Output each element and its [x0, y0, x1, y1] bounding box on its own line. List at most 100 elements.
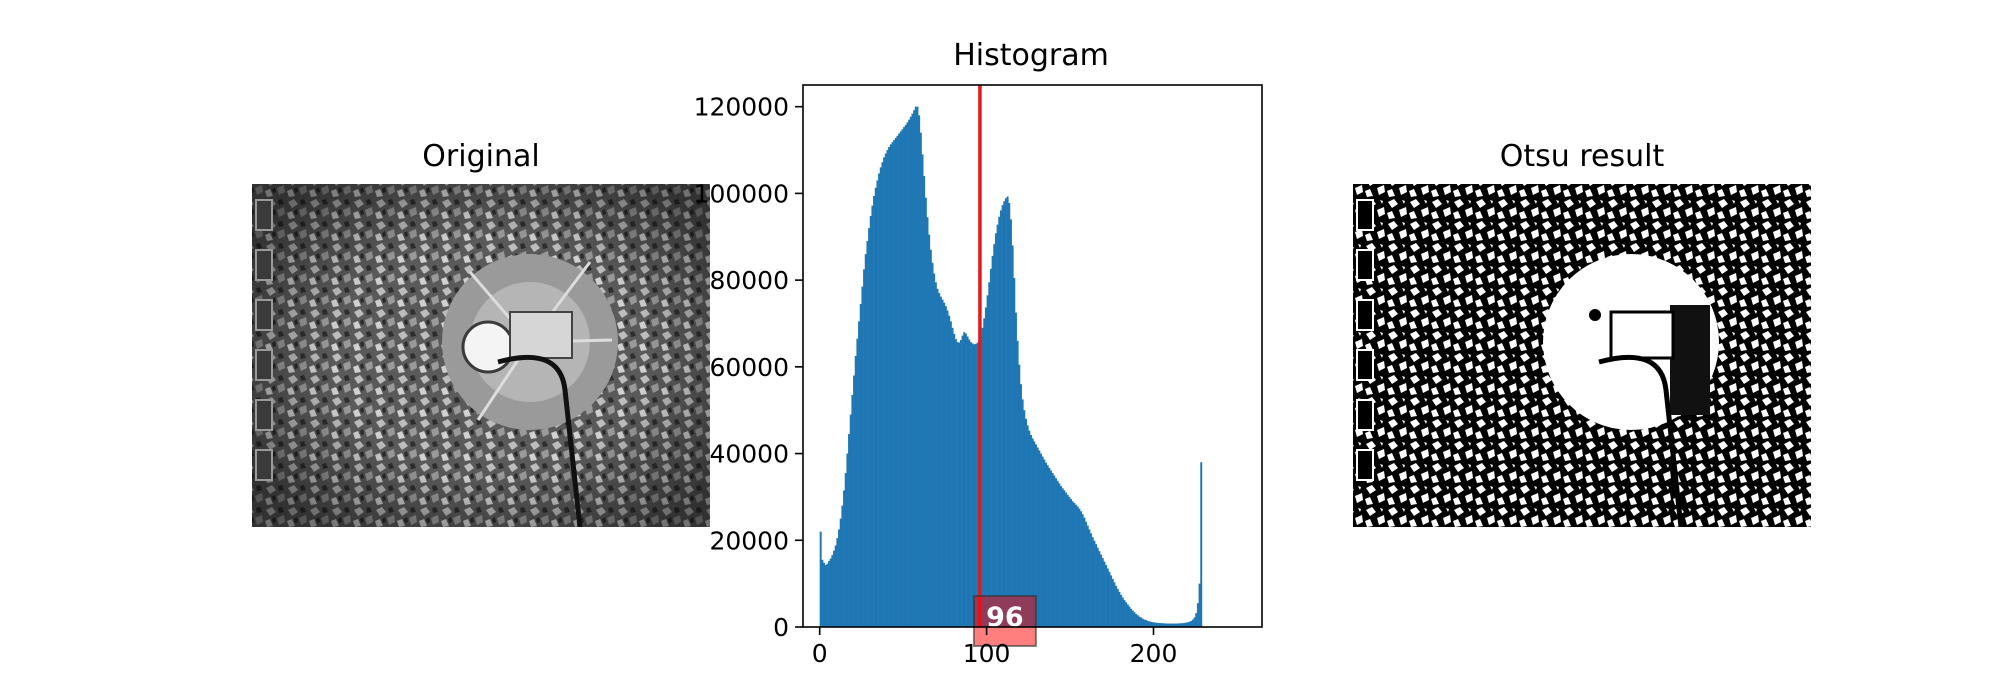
histogram-bar [996, 224, 999, 627]
histogram-bar [821, 559, 824, 627]
histogram-bar [1096, 547, 1099, 627]
histogram-bar [1123, 600, 1126, 627]
histogram-bar [1086, 525, 1089, 627]
histogram-bar [954, 339, 957, 627]
histogram-bar [1133, 612, 1136, 627]
histogram-bar [949, 321, 952, 627]
histogram-bar [1098, 551, 1101, 627]
y-tick-label: 20000 [709, 526, 789, 555]
histogram-bar [1071, 501, 1074, 627]
histogram-bar [1118, 591, 1121, 627]
histogram-bar [831, 555, 834, 627]
histogram-bar [1171, 623, 1174, 627]
histogram-bar [1106, 568, 1109, 627]
histogram-bar [1031, 438, 1034, 627]
histogram-bar [1110, 575, 1113, 627]
histogram-bar [874, 187, 877, 627]
histogram-bar [834, 545, 837, 627]
histogram-bars [819, 106, 1203, 628]
histogram-bar [1166, 623, 1169, 627]
histogram-bar [1183, 622, 1186, 627]
histogram-bar [929, 249, 932, 627]
histogram-bar [1060, 486, 1063, 627]
histogram-bar [1186, 622, 1189, 627]
histogram-bar [1188, 621, 1191, 627]
histogram-bar [1146, 620, 1149, 627]
histogram-bar [976, 342, 979, 627]
histogram-bar [939, 296, 942, 627]
histogram-bar [1125, 602, 1128, 627]
histogram-bar [1193, 617, 1196, 627]
histogram-bar [1195, 613, 1198, 627]
histogram-bar [1066, 494, 1069, 627]
histogram-bar [994, 233, 997, 628]
histogram-bar [868, 228, 871, 627]
histogram-bar [1048, 467, 1051, 627]
histogram-bar [1061, 488, 1064, 627]
histogram-bar [1198, 583, 1201, 627]
histogram-bar [1043, 459, 1046, 627]
histogram-bar [1116, 588, 1119, 627]
histogram-bar [1091, 537, 1094, 627]
histogram-bar [1126, 604, 1129, 627]
histogram-bar [1009, 219, 1012, 628]
histogram-bar [1024, 418, 1027, 627]
histogram-bar [839, 518, 842, 627]
histogram-bar [864, 254, 867, 627]
histogram-bar [848, 434, 851, 627]
histogram-bar [1046, 465, 1049, 627]
histogram-bar [906, 122, 909, 627]
histogram-bar [919, 132, 922, 627]
histogram-bar [918, 115, 921, 627]
histogram-bar [889, 144, 892, 627]
histogram-bar [1040, 453, 1042, 627]
histogram-bar [936, 288, 939, 627]
histogram-bar [1200, 462, 1203, 627]
y-tick-label: 80000 [709, 266, 789, 295]
histogram-bar [871, 205, 874, 628]
histogram-bar [879, 167, 882, 627]
histogram-bar [896, 135, 899, 628]
histogram-bar [833, 550, 836, 627]
histogram-bar [1128, 606, 1131, 627]
histogram-bar [1160, 623, 1163, 627]
histogram-bar [1168, 623, 1171, 627]
histogram-bar [1196, 603, 1199, 627]
histogram-bar [881, 162, 884, 627]
histogram-bar [1011, 245, 1014, 627]
histogram-bar [1058, 483, 1061, 627]
histogram-bar [944, 306, 947, 627]
histogram-bar [1053, 475, 1056, 627]
histogram-bar [878, 173, 881, 627]
histogram-axes-frame [802, 84, 1263, 628]
histogram-bar [1003, 201, 1006, 627]
histogram-bar [999, 210, 1002, 627]
histogram-bar [1090, 533, 1093, 627]
histogram-bar [988, 282, 991, 627]
histogram-bar [1163, 623, 1166, 627]
histogram-bar [846, 453, 849, 627]
histogram-bar [1026, 425, 1029, 627]
histogram-bar [876, 180, 879, 627]
histogram-bar [1088, 529, 1091, 627]
histogram-bar [1030, 434, 1032, 627]
histogram-bar [884, 153, 887, 627]
histogram-bar [914, 106, 917, 628]
otsu-result-title: Otsu result [1500, 139, 1665, 174]
histogram-bar [901, 129, 904, 628]
histogram-bar [1051, 473, 1054, 627]
histogram-bar [1055, 478, 1057, 627]
histogram-bar [826, 563, 829, 627]
histogram-bar [1038, 450, 1041, 627]
histogram-bar [1111, 578, 1114, 627]
histogram-bar [984, 307, 987, 627]
histogram-bar [894, 137, 897, 627]
histogram-bar [926, 217, 929, 627]
histogram-bar [964, 333, 967, 627]
histogram-bar [819, 531, 822, 627]
histogram-bar [824, 565, 827, 627]
histogram-bar [943, 302, 946, 627]
histogram-bar [1181, 623, 1184, 627]
histogram-bar [859, 303, 862, 627]
